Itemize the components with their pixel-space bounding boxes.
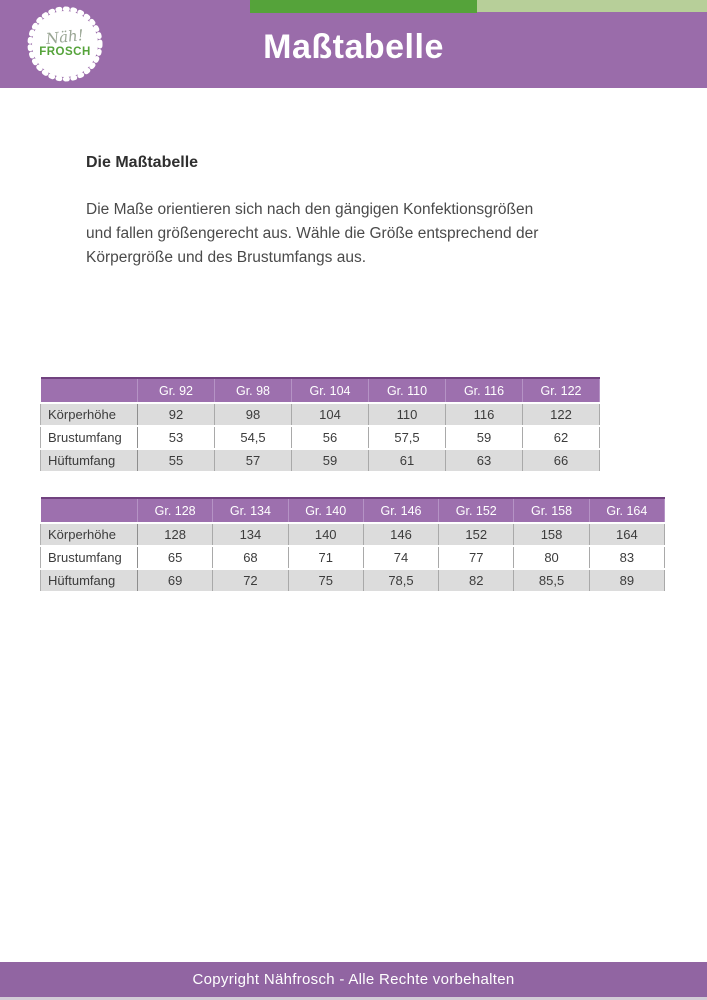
- corner-cell: [40, 497, 138, 524]
- measurement-cell: 65: [137, 546, 214, 570]
- measurement-row: Hüftumfang 69 72 75 78,5 82 85,5 89: [40, 569, 666, 593]
- page-bottom-edge: [0, 997, 707, 1000]
- measurement-cell: 146: [363, 523, 440, 547]
- measurement-cell: 89: [589, 569, 666, 593]
- size-column-header: Gr. 98: [214, 377, 292, 404]
- measurement-cell: 164: [589, 523, 666, 547]
- measurement-cell: 83: [589, 546, 666, 570]
- size-column-header: Gr. 116: [445, 377, 523, 404]
- measurement-cell: 80: [513, 546, 590, 570]
- logo-brand-text: FROSCH: [39, 45, 91, 58]
- copyright-footer: Copyright Nähfrosch - Alle Rechte vorbeh…: [0, 962, 707, 997]
- size-column-header: Gr. 92: [137, 377, 215, 404]
- measurement-cell: 134: [212, 523, 289, 547]
- paragraph-line: und fallen größengerecht aus. Wähle die …: [86, 225, 539, 242]
- measurement-cell: 85,5: [513, 569, 590, 593]
- measurement-cell: 77: [438, 546, 515, 570]
- measurement-cell: 55: [137, 449, 215, 473]
- measurement-cell: 75: [288, 569, 364, 593]
- measurement-cell: 116: [445, 403, 523, 427]
- row-label: Brustumfang: [40, 426, 138, 450]
- measurement-cell: 78,5: [363, 569, 440, 593]
- accent-bar-light-green: [477, 0, 707, 12]
- measurement-cell: 158: [513, 523, 590, 547]
- measurement-cell: 66: [522, 449, 600, 473]
- naehfrosch-logo: Näh! FROSCH: [26, 5, 104, 83]
- measurement-cell: 82: [438, 569, 515, 593]
- paragraph-line: Die Maße orientieren sich nach den gängi…: [86, 201, 534, 218]
- measurement-cell: 69: [137, 569, 214, 593]
- size-column-header: Gr. 104: [291, 377, 369, 404]
- size-column-header: Gr. 134: [212, 497, 289, 524]
- table-header-row: Gr. 128 Gr. 134 Gr. 140 Gr. 146 Gr. 152 Gr. 1…: [40, 497, 666, 524]
- stamp-circle-icon: [27, 6, 103, 82]
- page-header: Näh! FROSCH Maßtabelle: [0, 0, 707, 88]
- size-column-header: Gr. 140: [288, 497, 364, 524]
- measurement-row: Hüftumfang 55 57 59 61 63 66: [40, 449, 600, 473]
- measurement-cell: 128: [137, 523, 214, 547]
- measurement-cell: 62: [522, 426, 600, 450]
- row-label: Körperhöhe: [40, 523, 138, 547]
- measurement-cell: 57,5: [368, 426, 446, 450]
- size-column-header: Gr. 158: [513, 497, 590, 524]
- measurement-cell: 110: [368, 403, 446, 427]
- size-column-header: Gr. 164: [589, 497, 666, 524]
- row-label: Hüftumfang: [40, 449, 138, 473]
- size-table-92-122: Gr. 92 Gr. 98 Gr. 104 Gr. 110 Gr. 116 Gr. 122…: [40, 377, 600, 473]
- measurement-cell: 74: [363, 546, 440, 570]
- logo-text: Näh! FROSCH: [26, 5, 104, 83]
- size-column-header: Gr. 152: [438, 497, 515, 524]
- measurement-cell: 92: [137, 403, 215, 427]
- paragraph-line: Körpergröße und des Brustumfangs aus.: [86, 249, 367, 266]
- measurement-row: Brustumfang 53 54,5 56 57,5 59 62: [40, 426, 600, 450]
- measurement-cell: 68: [212, 546, 289, 570]
- measurement-row: Körperhöhe 128 134 140 146 152 158 164: [40, 523, 666, 547]
- size-table-128-164: Gr. 128 Gr. 134 Gr. 140 Gr. 146 Gr. 152 Gr. 1…: [40, 497, 666, 593]
- measurement-cell: 98: [214, 403, 292, 427]
- intro-paragraph: Die Maße orientieren sich nach den gängi…: [86, 198, 538, 270]
- section-heading: Die Maßtabelle: [86, 154, 199, 171]
- page-title: Maßtabelle: [263, 28, 444, 66]
- measurement-cell: 152: [438, 523, 515, 547]
- accent-bar-dark-green: [250, 0, 477, 13]
- measurement-row: Brustumfang 65 68 71 74 77 80 83: [40, 546, 666, 570]
- corner-cell: [40, 377, 138, 404]
- measurement-cell: 72: [212, 569, 289, 593]
- table-header-row: Gr. 92 Gr. 98 Gr. 104 Gr. 110 Gr. 116 Gr. 122: [40, 377, 600, 404]
- size-column-header: Gr. 146: [363, 497, 440, 524]
- measurement-row: Körperhöhe 92 98 104 110 116 122: [40, 403, 600, 427]
- measurement-cell: 71: [288, 546, 364, 570]
- measurement-cell: 59: [445, 426, 523, 450]
- measurement-cell: 61: [368, 449, 446, 473]
- measurement-cell: 63: [445, 449, 523, 473]
- size-column-header: Gr. 110: [368, 377, 446, 404]
- row-label: Brustumfang: [40, 546, 138, 570]
- size-column-header: Gr. 122: [522, 377, 600, 404]
- row-label: Hüftumfang: [40, 569, 138, 593]
- measurement-cell: 56: [291, 426, 369, 450]
- measurement-cell: 59: [291, 449, 369, 473]
- measurement-cell: 57: [214, 449, 292, 473]
- measurement-cell: 122: [522, 403, 600, 427]
- measurement-cell: 53: [137, 426, 215, 450]
- size-column-header: Gr. 128: [137, 497, 214, 524]
- measurement-cell: 140: [288, 523, 364, 547]
- measurement-cell: 54,5: [214, 426, 292, 450]
- row-label: Körperhöhe: [40, 403, 138, 427]
- measurement-cell: 104: [291, 403, 369, 427]
